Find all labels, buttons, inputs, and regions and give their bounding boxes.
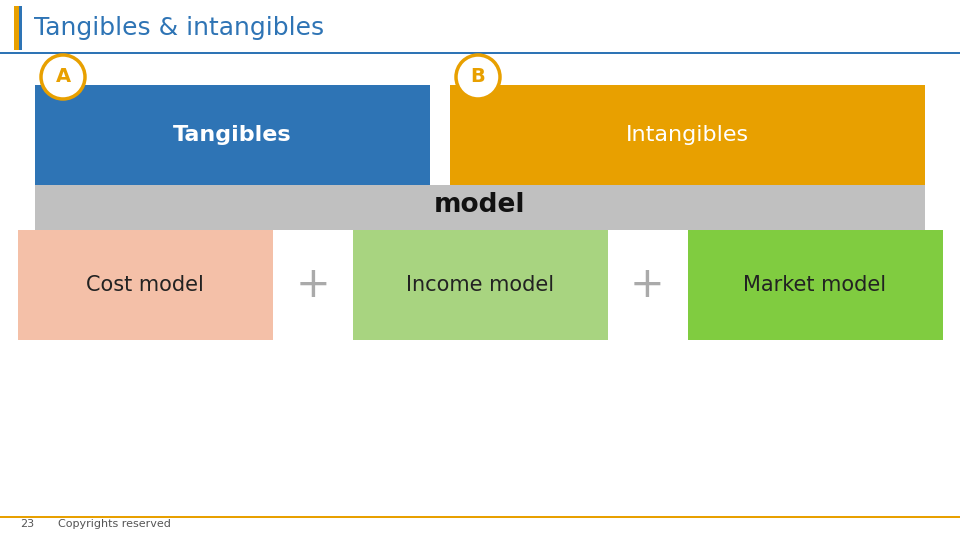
- Text: Copyrights reserved: Copyrights reserved: [58, 519, 171, 529]
- FancyBboxPatch shape: [352, 230, 608, 340]
- Polygon shape: [35, 185, 925, 230]
- Text: 23: 23: [20, 519, 35, 529]
- Text: +: +: [295, 264, 330, 306]
- Text: Income model: Income model: [406, 275, 554, 295]
- FancyBboxPatch shape: [19, 6, 22, 50]
- Text: model: model: [434, 192, 526, 218]
- Text: Tangibles & intangibles: Tangibles & intangibles: [34, 16, 324, 40]
- FancyBboxPatch shape: [0, 516, 960, 518]
- Text: +: +: [630, 264, 665, 306]
- Circle shape: [456, 55, 500, 99]
- Text: Intangibles: Intangibles: [626, 125, 749, 145]
- FancyBboxPatch shape: [14, 6, 19, 50]
- Text: B: B: [470, 68, 486, 86]
- Circle shape: [41, 55, 85, 99]
- FancyBboxPatch shape: [35, 85, 430, 185]
- FancyBboxPatch shape: [687, 230, 943, 340]
- Text: Market model: Market model: [743, 275, 887, 295]
- Text: Tangibles: Tangibles: [173, 125, 292, 145]
- FancyBboxPatch shape: [0, 52, 960, 54]
- FancyBboxPatch shape: [450, 85, 925, 185]
- Text: Cost model: Cost model: [86, 275, 204, 295]
- Text: A: A: [56, 68, 71, 86]
- FancyBboxPatch shape: [17, 230, 273, 340]
